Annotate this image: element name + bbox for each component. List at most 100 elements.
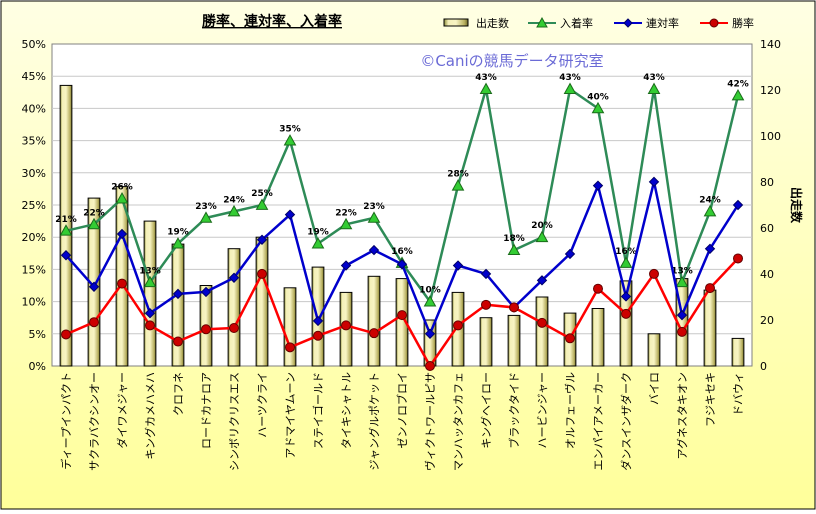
point-marker [367,211,381,223]
point-marker [339,217,353,230]
x-tick-label: バイロ [648,372,661,405]
data-label: 16% [615,247,637,257]
bar [703,289,717,367]
y2-axis-label: 出走数 [789,187,804,224]
y-tick-label: 0% [29,360,46,373]
point-marker [481,299,491,310]
point-marker [537,317,547,328]
y-tick-label: 25% [22,199,46,212]
point-marker [425,361,435,371]
chart-title: 勝率、連対率、入着率 [202,13,342,30]
point-marker [284,209,296,220]
point-marker [677,326,687,337]
point-marker [145,320,155,331]
bar [591,308,605,367]
point-marker [592,180,604,191]
bar [507,314,521,367]
point-marker [565,333,575,344]
y2-tick-label: 120 [760,84,781,97]
data-label: 19% [307,228,329,238]
y-axis-left: 0% 5% 10% 15% 20% 25% 30% 35% 40% 45% 50% [22,38,46,373]
bar [479,317,493,367]
legend-marker [623,18,633,28]
bar [395,278,409,367]
data-label: 20% [531,221,553,231]
x-tick-label: ダイワメジャー [115,372,129,448]
point-marker [255,198,269,210]
watermark: ©Caniの競馬データ研究室 [420,52,603,70]
point-marker [731,88,745,101]
data-label: 21% [55,215,77,225]
legend-label: 連対率 [646,16,679,30]
legend-marker [536,16,548,28]
bar [171,243,185,367]
point-marker [564,248,576,260]
point-marker [368,244,380,256]
legend-label: 出走数 [476,16,509,30]
legend-swatch [443,18,469,27]
y-tick-label: 30% [22,167,46,180]
data-label: 28% [447,170,469,180]
point-marker [453,320,463,331]
point-marker [200,286,212,298]
bar [731,337,745,367]
y-tick-label: 5% [29,328,46,341]
data-label: 23% [363,202,385,212]
point-marker [227,204,241,217]
y2-tick-label: 100 [760,130,781,143]
bar [143,220,157,367]
bar [367,275,381,367]
point-marker [563,82,577,94]
point-marker [172,288,184,300]
data-label: 24% [699,195,721,205]
point-marker [229,323,239,334]
x-axis-labels: ディープインパクト サクラバクシンオー ダイワメジャー キングカメハメハ クロフネ ロード… [59,372,745,471]
y2-tick-label: 140 [760,38,781,51]
point-marker [228,272,240,283]
x-tick-label: ヴィクトワールピサ [423,372,437,471]
bar [115,186,129,367]
point-marker [451,179,465,191]
point-marker [313,330,323,341]
point-marker [675,275,689,288]
point-marker [536,275,548,286]
point-marker [649,268,659,279]
point-marker [283,134,297,146]
data-label: 40% [587,92,609,102]
point-marker [509,302,519,313]
y2-tick-label: 20 [760,314,774,327]
y-tick-label: 50% [22,38,46,51]
data-label: 25% [251,189,273,199]
data-label: 43% [643,73,665,83]
x-tick-label: アグネスタキオン [675,372,689,459]
data-label: 43% [559,73,581,83]
point-marker [116,228,128,240]
legend-label: 勝率 [732,16,754,30]
x-tick-label: ゼンノロブロイ [395,372,409,448]
x-tick-label: サクラバクシンオー [88,372,101,471]
point-marker [312,315,324,327]
point-marker [89,317,99,328]
data-label: 23% [195,202,217,212]
x-tick-label: ハービンジャー [536,372,549,448]
point-marker [732,199,744,211]
data-label: 22% [335,208,357,218]
data-label: 35% [279,125,301,135]
x-tick-label: オルフェーヴル [563,372,577,449]
point-marker [61,329,71,340]
point-marker [397,310,407,321]
point-marker [647,82,661,94]
y-tick-label: 40% [22,102,46,115]
point-marker [341,320,351,331]
point-marker [171,237,185,249]
x-tick-label: ステイゴールド [311,372,325,449]
point-marker [423,295,437,307]
y2-tick-label: 0 [760,360,767,373]
data-label: 26% [111,183,133,193]
point-marker [480,268,492,280]
point-marker [733,253,743,264]
data-label: 24% [223,195,245,205]
point-marker [117,278,127,289]
point-marker [285,342,295,353]
point-marker [704,243,716,254]
